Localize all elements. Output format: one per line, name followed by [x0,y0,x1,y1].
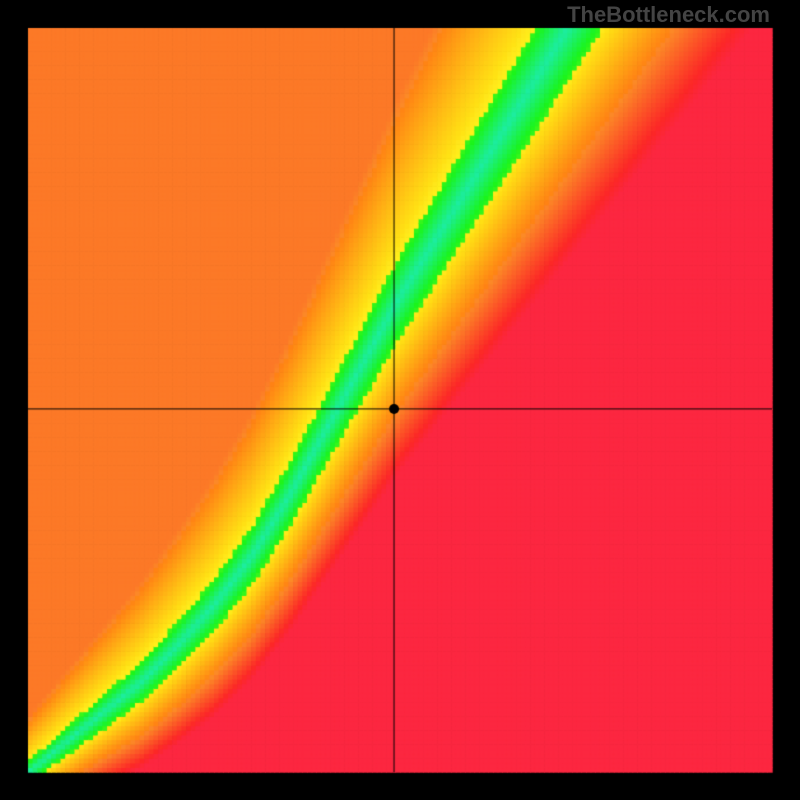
heatmap-canvas [0,0,800,800]
watermark-text: TheBottleneck.com [567,2,770,28]
chart-container: TheBottleneck.com [0,0,800,800]
